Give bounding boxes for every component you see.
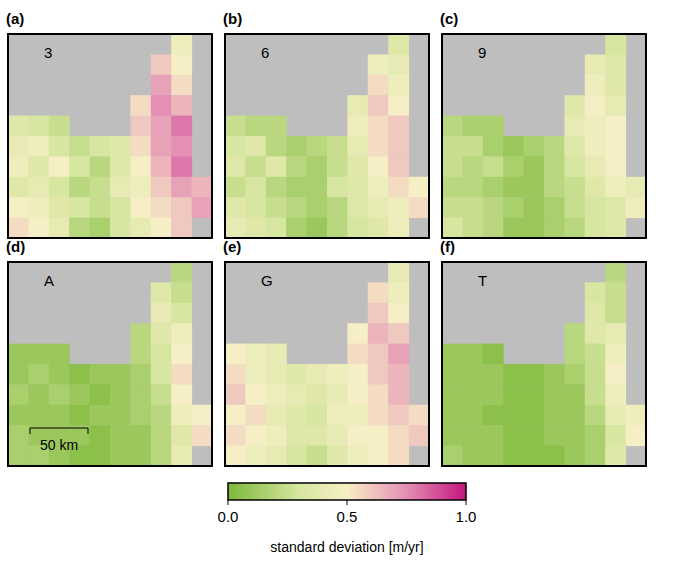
- svg-text:3: 3: [44, 44, 52, 61]
- svg-text:0.0: 0.0: [218, 508, 239, 525]
- svg-text:9: 9: [478, 44, 486, 61]
- svg-text:(a): (a): [6, 10, 24, 27]
- svg-text:(c): (c): [440, 10, 458, 27]
- svg-text:T: T: [478, 272, 487, 289]
- svg-text:(e): (e): [223, 238, 241, 255]
- svg-text:1.0: 1.0: [456, 508, 477, 525]
- svg-text:A: A: [44, 272, 54, 289]
- svg-text:6: 6: [261, 44, 269, 61]
- svg-text:(f): (f): [440, 238, 455, 255]
- svg-text:(b): (b): [223, 10, 242, 27]
- svg-text:standard deviation [m/yr]: standard deviation [m/yr]: [270, 539, 423, 555]
- svg-text:(d): (d): [6, 238, 25, 255]
- svg-text:0.5: 0.5: [337, 508, 358, 525]
- svg-text:50 km: 50 km: [40, 437, 78, 453]
- svg-text:G: G: [261, 272, 273, 289]
